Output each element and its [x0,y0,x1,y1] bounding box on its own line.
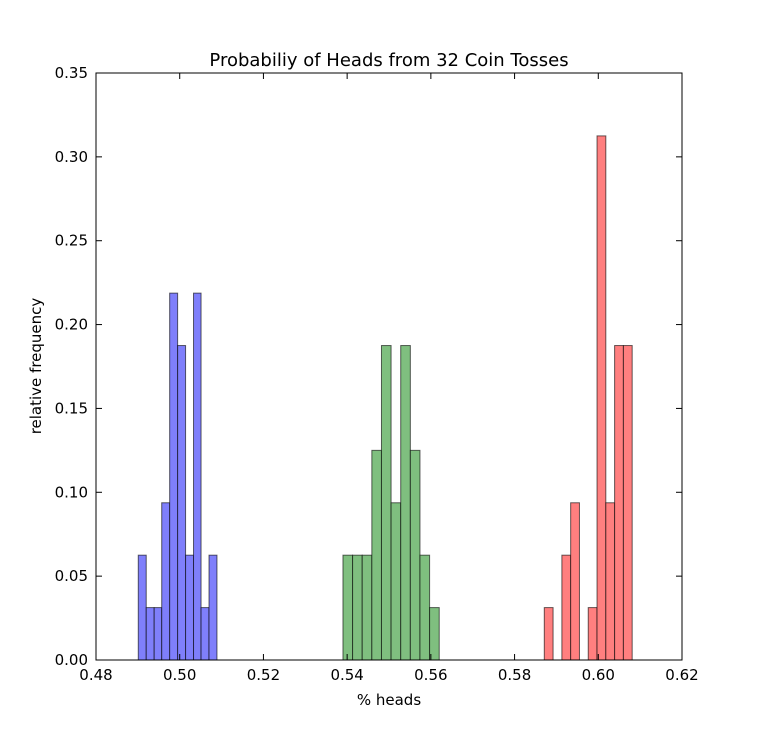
y-axis-label: relative frequency [27,298,45,435]
histogram-bar [342,554,354,661]
y-tick-label: 0.25 [55,232,88,250]
y-axis-ticks: 0.00 0.05 0.10 0.15 0.20 0.25 0.30 0.35 [55,64,682,669]
histogram-bar [543,607,554,661]
plot-frame [95,72,683,661]
histogram-bar [361,554,373,661]
histogram-bar [169,292,179,661]
histogram-bar [352,554,363,661]
histogram-bar [419,554,431,661]
y-tick-label: 0.20 [55,316,88,334]
x-tick-label: 0.58 [498,666,531,684]
bars-group [137,135,633,661]
x-tick-label: 0.56 [414,666,447,684]
histogram-bar [400,345,411,661]
y-tick-label: 0.30 [55,148,88,166]
histogram-bar [208,554,218,661]
histogram-bar [200,607,210,661]
histogram-bar [390,502,402,661]
y-tick-label: 0.05 [55,567,88,585]
histogram-bar [185,554,195,661]
histogram-bar [561,554,572,661]
histogram-bar [429,607,440,661]
x-axis-ticks: 0.48 0.50 0.52 0.54 0.56 0.58 0.60 0.62 [79,73,699,684]
histogram-bar [605,502,616,661]
histogram-bar [614,345,624,661]
histogram-bar [145,607,155,661]
x-tick-label: 0.50 [163,666,196,684]
histogram-bar [177,345,187,661]
histogram-bar [137,554,147,661]
x-tick-label: 0.52 [247,666,280,684]
histogram-bar [161,502,171,661]
histogram-bar [153,607,163,661]
histogram-bar [596,135,607,661]
x-tick-label: 0.62 [665,666,698,684]
y-tick-label: 0.35 [55,64,88,82]
histogram-bar [193,292,202,661]
x-tick-label: 0.54 [330,666,363,684]
histogram-bar [570,502,580,661]
histogram-bar [380,345,392,661]
histogram-bar [409,449,421,661]
histogram-bar [622,345,633,661]
x-axis-label: % heads [357,691,421,709]
chart-title: Probabiliy of Heads from 32 Coin Tosses [209,50,568,71]
y-tick-label: 0.15 [55,399,88,417]
histogram-bar [371,449,382,661]
histogram-bar [587,607,598,661]
y-tick-label: 0.00 [55,651,88,669]
y-tick-label: 0.10 [55,483,88,501]
x-tick-label: 0.48 [79,666,112,684]
x-tick-label: 0.60 [582,666,615,684]
